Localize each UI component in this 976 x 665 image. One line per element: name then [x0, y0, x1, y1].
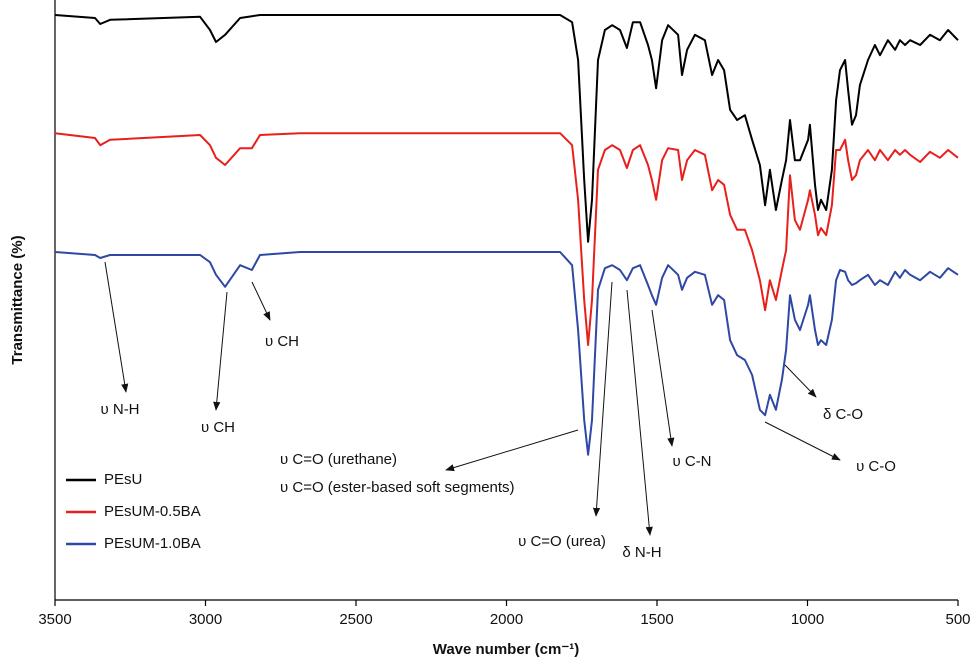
annotation: δ N-H [622, 544, 661, 561]
y-axis-label: Transmittance (%) [9, 235, 26, 364]
annotation-arrow [445, 429, 579, 472]
annotation: δ C-O [823, 406, 863, 423]
annotation-arrow [592, 281, 613, 517]
legend-label: PEsUM-1.0BA [104, 535, 201, 552]
x-tick-label: 3000 [189, 611, 222, 628]
annotation-arrow [626, 289, 653, 536]
annotation: υ C-N [672, 453, 711, 470]
annotation: υ CH [265, 333, 299, 350]
annotation: υ N-H [100, 401, 139, 418]
annotation: υ CH [201, 419, 235, 436]
annotation: υ C-O [856, 458, 896, 475]
x-tick-label: 2500 [339, 611, 372, 628]
x-tick-label: 500 [945, 611, 970, 628]
annotation: υ C=O (urethane) [280, 451, 397, 468]
x-tick-label: 1000 [791, 611, 824, 628]
annotation-arrow [784, 364, 817, 398]
spectrum-line [54, 132, 959, 346]
annotation-arrow [651, 309, 675, 447]
annotation-arrow [104, 261, 129, 393]
annotation: υ C=O (ester-based soft segments) [280, 479, 515, 496]
annotation-arrow [251, 281, 271, 321]
annotation: υ C=O (urea) [518, 533, 606, 550]
spectrum-line [54, 251, 959, 456]
x-tick-label: 2000 [490, 611, 523, 628]
legend-label: PEsU [104, 471, 142, 488]
x-tick-label: 3500 [38, 611, 71, 628]
x-axis-label: Wave number (cm⁻¹) [433, 641, 580, 658]
legend-label: PEsUM-0.5BA [104, 503, 201, 520]
annotation-arrow [764, 421, 841, 461]
x-tick-label: 1500 [640, 611, 673, 628]
spectrum-line [54, 14, 959, 243]
annotation-arrow [213, 291, 228, 411]
